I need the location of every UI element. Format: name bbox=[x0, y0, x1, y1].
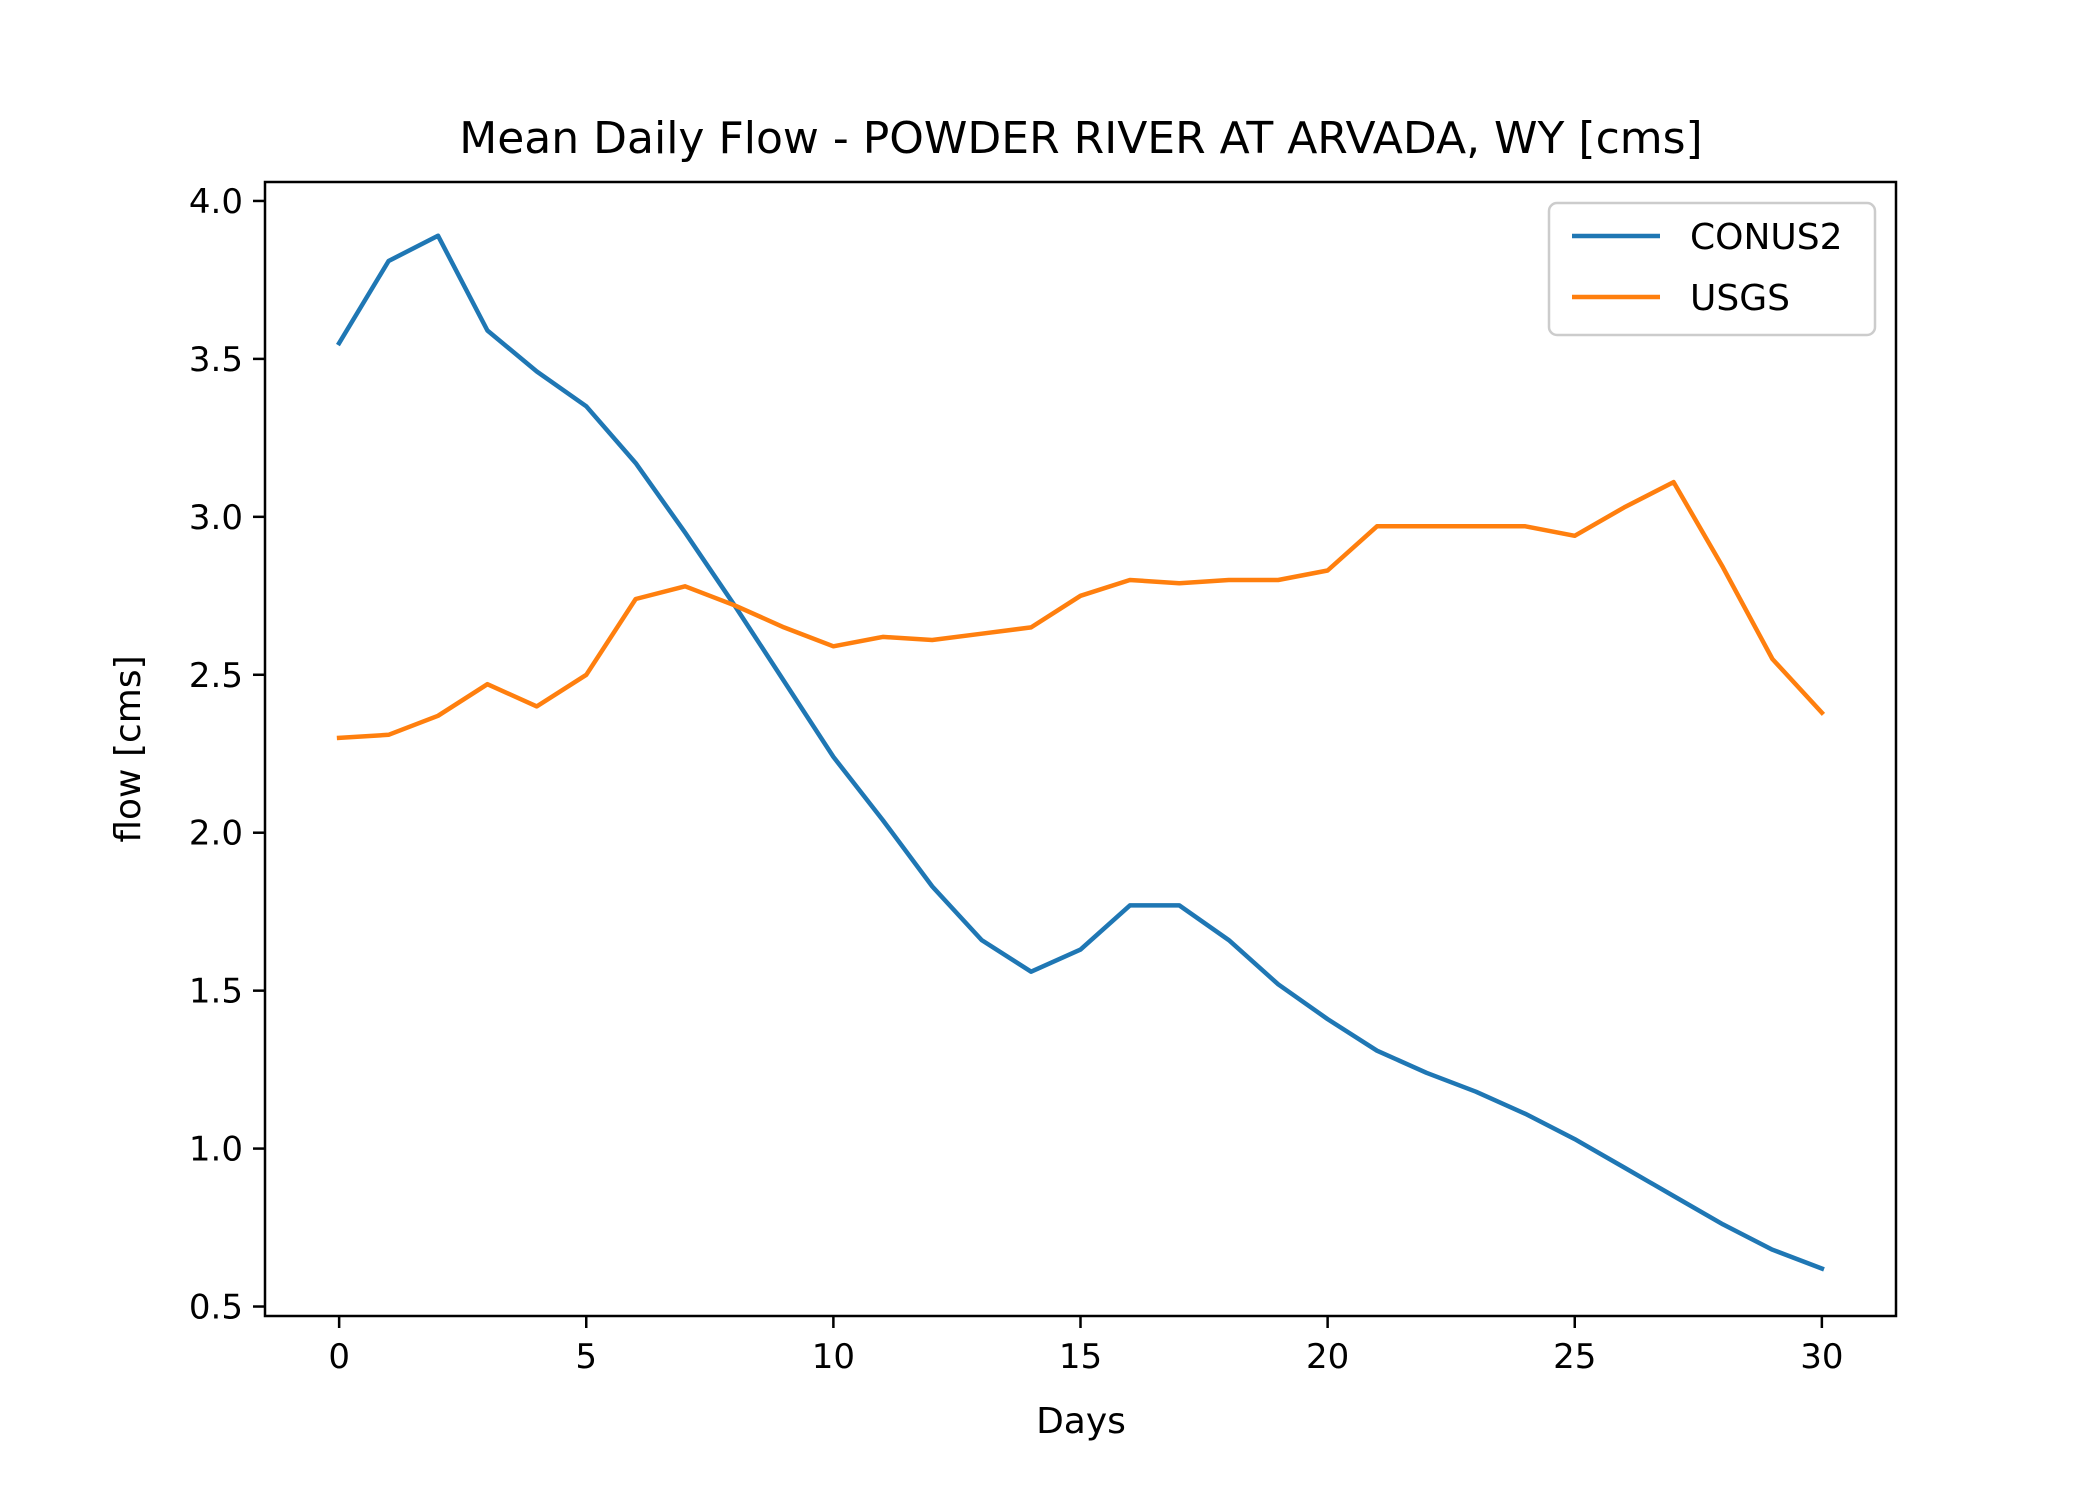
x-axis: 0 5 10 15 20 25 30 bbox=[328, 1316, 1843, 1377]
x-axis-label: Days bbox=[1036, 1401, 1126, 1442]
x-tick-label: 25 bbox=[1553, 1337, 1596, 1377]
y-tick-label: 0.5 bbox=[189, 1288, 243, 1328]
series-line-usgs bbox=[336, 479, 1826, 741]
x-tick-label: 5 bbox=[575, 1337, 597, 1377]
legend: CONUS2 USGS bbox=[1547, 201, 1877, 337]
y-axis-label: flow [cms] bbox=[108, 655, 149, 842]
y-tick-label: 3.0 bbox=[189, 498, 243, 538]
x-tick-label: 0 bbox=[328, 1337, 350, 1377]
y-tick-label: 1.0 bbox=[189, 1130, 243, 1170]
y-tick-label: 4.0 bbox=[189, 182, 243, 222]
chart-title: Mean Daily Flow - POWDER RIVER AT ARVADA… bbox=[459, 113, 1702, 164]
legend-label-conus2: CONUS2 bbox=[1690, 217, 1843, 258]
series-layer bbox=[336, 233, 1826, 1272]
x-tick-label: 15 bbox=[1059, 1337, 1102, 1377]
legend-label-usgs: USGS bbox=[1690, 278, 1790, 319]
y-axis: 0.5 1.0 1.5 2.0 2.5 3.0 3.5 4.0 bbox=[189, 182, 265, 1328]
x-tick-label: 20 bbox=[1306, 1337, 1349, 1377]
series-line-conus2 bbox=[336, 233, 1825, 1272]
y-tick-label: 3.5 bbox=[189, 340, 243, 380]
y-tick-label: 2.5 bbox=[189, 656, 243, 696]
x-tick-label: 30 bbox=[1800, 1337, 1843, 1377]
y-tick-label: 1.5 bbox=[189, 972, 243, 1012]
x-tick-label: 10 bbox=[812, 1337, 855, 1377]
y-tick-label: 2.0 bbox=[189, 814, 243, 854]
